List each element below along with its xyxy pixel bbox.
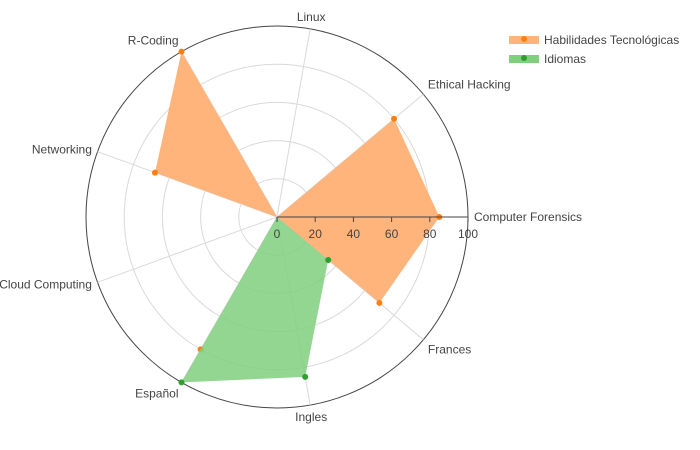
data-point[interactable] [302,373,309,380]
radial-tick-label: 0 [274,227,281,241]
radial-tick-label: 20 [309,227,323,241]
radial-tick-label: 60 [385,227,399,241]
series-2 [178,217,332,386]
angular-label: Cloud Computing [0,277,92,291]
angular-labels: Computer Forensics Ethical Hacking Linux R-… [0,10,582,424]
legend-item[interactable]: Idiomas [509,52,586,66]
angular-label: Computer Forensics [474,210,582,224]
radial-tick-label: 40 [347,227,361,241]
series-area [181,217,329,383]
angular-label: Linux [297,10,326,24]
angular-label: Ethical Hacking [428,77,511,91]
data-point[interactable] [151,169,158,176]
angular-label: Networking [32,143,92,157]
spoke-line [276,28,311,218]
angular-label: R-Coding [128,33,179,47]
angular-label: Frances [428,343,471,357]
angular-label: Español [135,387,178,401]
legend-label: Idiomas [544,52,586,66]
legend-marker [521,55,527,61]
legend-label: Habilidades Tecnológicas [544,33,679,47]
radial-axis: 0 20 40 60 80 100 [274,216,478,241]
series-area [155,51,440,350]
legend-marker [521,36,527,42]
spoke-line [276,93,424,218]
data-point[interactable] [178,379,185,386]
angular-label: Ingles [295,410,327,424]
data-point[interactable] [391,115,398,122]
data-point[interactable] [376,299,383,306]
data-point[interactable] [178,48,185,55]
spoke-line [97,216,278,283]
legend-item[interactable]: Habilidades Tecnológicas [509,33,679,47]
data-point[interactable] [325,256,332,263]
spoke-line [276,216,424,341]
radial-tick-label: 80 [423,227,437,241]
radial-tick-label: 100 [458,227,478,241]
spoke-line [181,51,278,218]
radar-series [151,48,443,386]
legend[interactable]: Habilidades Tecnológicas Idiomas [509,33,679,66]
